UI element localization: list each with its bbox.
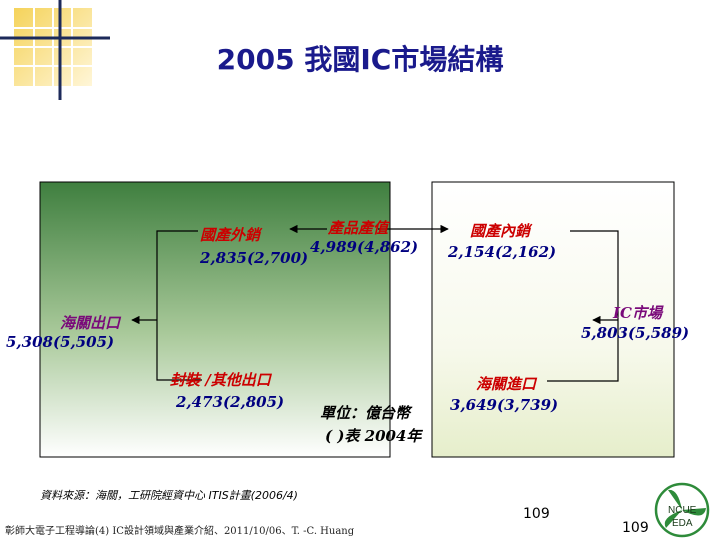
- year-note: ( )表 2004年: [325, 427, 422, 445]
- customs-export: 5,308(5,505): [6, 333, 115, 351]
- ic-market: 5,803(5,589): [581, 324, 690, 342]
- domestic-production-box: [39, 181, 391, 458]
- corner-decoration: [0, 0, 110, 100]
- customs-export-label: 海關出口: [60, 314, 121, 332]
- logo-text-2: EDA: [672, 518, 693, 529]
- domestic-export: 2,835(2,700): [200, 249, 309, 267]
- domestic-market-box: [431, 181, 675, 458]
- source-note: 資料來源：海關，工研院經資中心 ITIS計畫(2006/4): [40, 489, 298, 502]
- packaging-label: 封裝 /其他出口: [170, 371, 271, 389]
- customs-import-label: 海關進口: [476, 375, 537, 393]
- logo-text-1: NCUE: [668, 505, 697, 516]
- footer-text: 彰師大電子工程導論(4) IC設計領域與產業介紹、2011/10/06、T. -…: [5, 526, 355, 537]
- domestic-sales: 2,154(2,162): [448, 243, 557, 261]
- product-value: 4,989(4,862): [310, 238, 419, 256]
- ncue-eda-logo: [654, 482, 710, 538]
- unit-note: 單位：億台幣: [320, 404, 411, 422]
- product-value-label: 產品產值: [328, 219, 389, 237]
- domestic-sales-label: 國產內銷: [470, 222, 531, 240]
- ic-market-label: IC市場: [613, 304, 662, 322]
- domestic-export-label: 國產外銷: [200, 226, 261, 244]
- packaging: 2,473(2,805): [176, 393, 285, 411]
- page-number: 109: [523, 506, 550, 522]
- customs-import: 3,649(3,739): [450, 396, 559, 414]
- page-title: 2005 我國IC市場結構: [216, 43, 504, 76]
- page-number-small: 109: [622, 520, 649, 536]
- left-bracket: [156, 230, 202, 381]
- right-bracket: [547, 230, 619, 382]
